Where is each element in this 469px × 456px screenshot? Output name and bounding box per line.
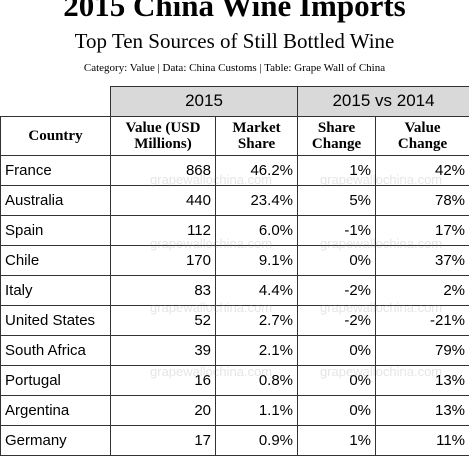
country-cell: Chile (1, 245, 111, 275)
country-cell: United States (1, 305, 111, 335)
blank (1, 87, 111, 117)
country-cell: Germany (1, 425, 111, 455)
country-cell: Australia (1, 185, 111, 215)
country-cell: Spain (1, 215, 111, 245)
number-cell: 79% (376, 335, 469, 365)
group-header: 2015 vs 2014 (298, 87, 469, 117)
column-header: Share Change (298, 116, 376, 155)
number-cell: 0% (298, 335, 376, 365)
number-cell: 1% (298, 425, 376, 455)
country-cell: Portugal (1, 365, 111, 395)
watermark: grapewallochina.com (320, 300, 442, 315)
number-cell: 0.9% (216, 425, 298, 455)
watermark: grapewallochina.com (150, 364, 272, 379)
page: 2015 China Wine Imports Top Ten Sources … (0, 0, 469, 438)
number-cell: 78% (376, 185, 469, 215)
number-cell: 2.1% (216, 335, 298, 365)
number-cell: 1.1% (216, 395, 298, 425)
number-cell: 0% (298, 395, 376, 425)
number-cell: 440 (111, 185, 216, 215)
watermark: grapewallochina.com (320, 364, 442, 379)
watermark: grapewallochina.com (320, 172, 442, 187)
number-cell: 11% (376, 425, 469, 455)
title: 2015 China Wine Imports (0, 0, 469, 24)
group-header: 2015 (111, 87, 298, 117)
country-cell: Italy (1, 275, 111, 305)
number-cell: 23.4% (216, 185, 298, 215)
number-cell: 20 (111, 395, 216, 425)
subtitle: Top Ten Sources of Still Bottled Wine (0, 29, 469, 54)
number-cell: 13% (376, 395, 469, 425)
country-cell: South Africa (1, 335, 111, 365)
watermark: grapewallochina.com (320, 236, 442, 251)
number-cell: 5% (298, 185, 376, 215)
country-cell: Argentina (1, 395, 111, 425)
number-cell: 17 (111, 425, 216, 455)
source: Category: Value | Data: China Customs | … (0, 62, 469, 74)
country-cell: France (1, 155, 111, 185)
watermark: grapewallochina.com (150, 236, 272, 251)
watermark: grapewallochina.com (150, 172, 272, 187)
column-header: Market Share (216, 116, 298, 155)
column-header: Country (1, 116, 111, 155)
column-header: Value (USD Millions) (111, 116, 216, 155)
column-header: Value Change (376, 116, 469, 155)
number-cell: 39 (111, 335, 216, 365)
watermark: grapewallochina.com (150, 300, 272, 315)
